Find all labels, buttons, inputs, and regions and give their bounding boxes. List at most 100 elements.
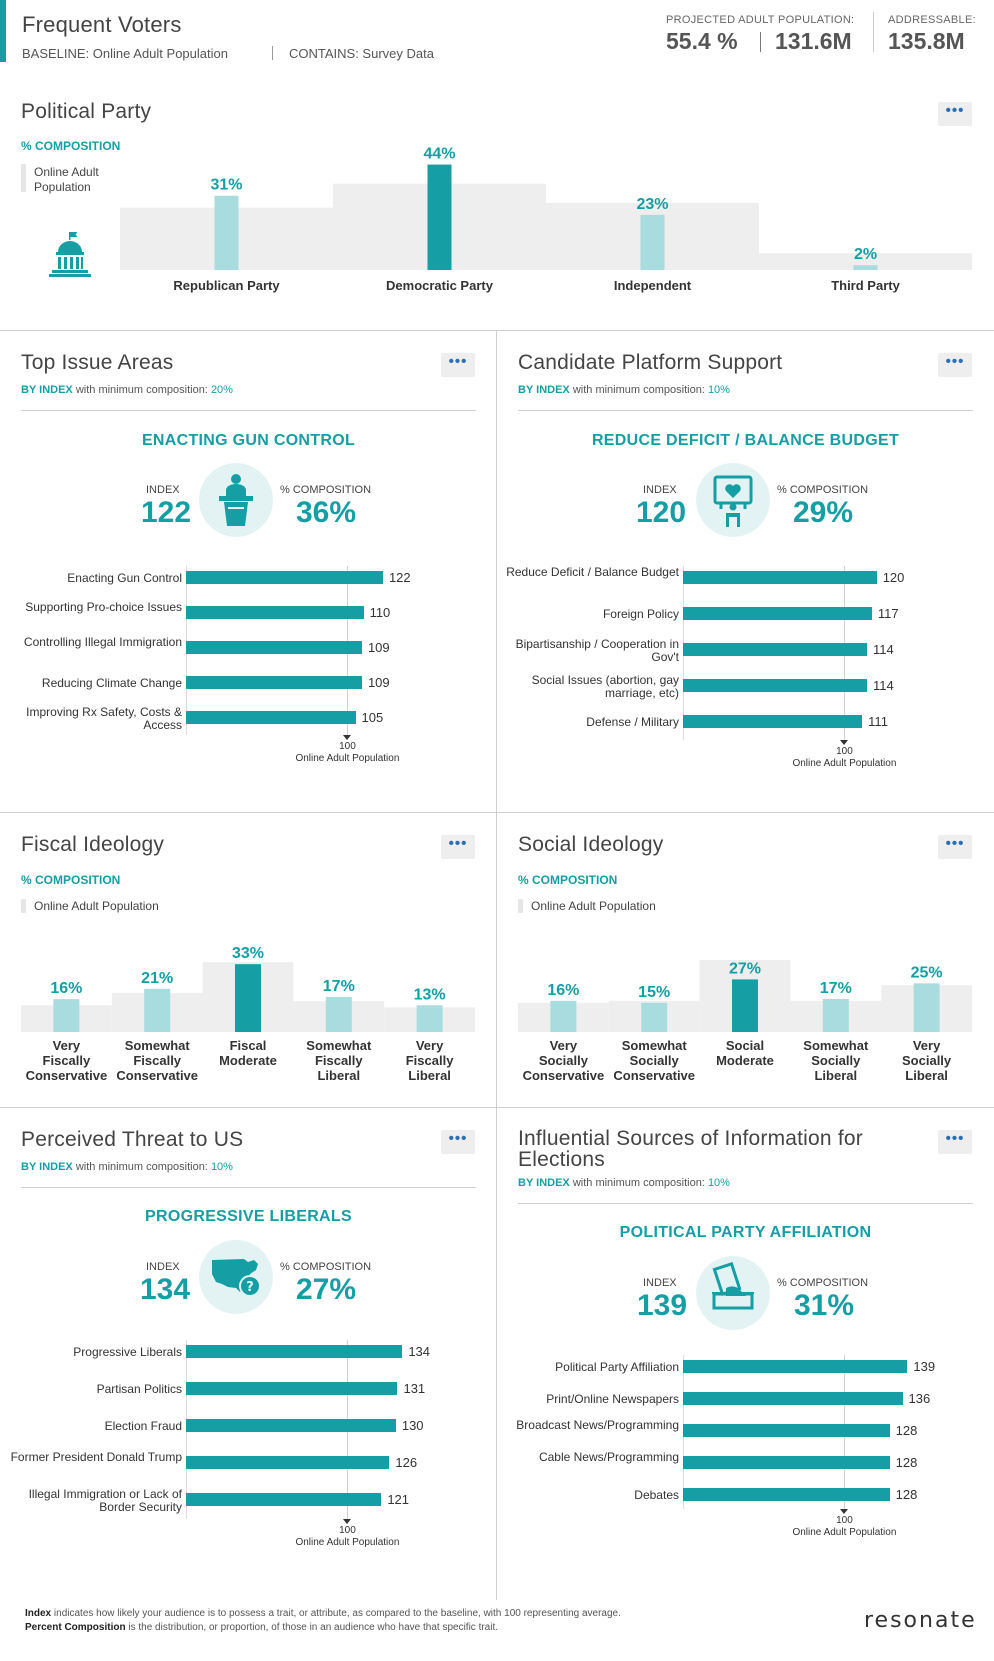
bar-value-label: 44%	[423, 146, 455, 163]
political-party-title: Political Party	[21, 100, 152, 123]
bar-category-label: Improving Rx Safety, Costs & Access	[26, 705, 182, 732]
bar-category-label: Former President Donald Trump	[10, 1450, 182, 1464]
index-bar[interactable]	[683, 643, 868, 656]
index-bar[interactable]	[186, 1419, 396, 1432]
section-divider	[0, 1107, 994, 1108]
composition-bar[interactable]	[325, 997, 352, 1032]
reference-value: 100	[339, 1525, 356, 1536]
category-label: Socially	[811, 1053, 861, 1068]
bar-category-label: Defense / Military	[586, 715, 679, 729]
social-ideology-chart: 16%VerySociallyConservative15%SomewhatSo…	[518, 959, 972, 1083]
social-ideology-more-button[interactable]: •••	[938, 835, 972, 859]
index-bar[interactable]	[683, 715, 863, 728]
composition-bar[interactable]	[144, 988, 171, 1032]
bar-category-label: Debates	[634, 1488, 679, 1502]
addressable-count: 135.8M	[888, 28, 965, 54]
perceived-threat-more-button[interactable]: •••	[441, 1130, 475, 1154]
composition-bar[interactable]	[822, 998, 849, 1032]
composition-term: Percent Composition	[25, 1622, 126, 1633]
candidate-platform-title: Candidate Platform Support	[518, 351, 783, 374]
index-bar[interactable]	[683, 571, 877, 584]
bar-category-label: Partisan Politics	[96, 1382, 182, 1396]
composition-bar[interactable]	[214, 195, 239, 270]
composition-bar[interactable]	[427, 164, 452, 270]
category-label: Liberal	[408, 1068, 451, 1083]
bar-value-label: 13%	[414, 986, 446, 1003]
index-bar[interactable]	[683, 1456, 890, 1469]
reference-label: Online Adult Population	[295, 1537, 400, 1548]
min-composition-value: 10%	[707, 1177, 730, 1189]
category-label: Socially	[902, 1053, 952, 1068]
bar-value-label: 2%	[854, 246, 877, 263]
category-label: Moderate	[716, 1053, 774, 1068]
bar-value-label: 17%	[820, 980, 852, 997]
index-bar[interactable]	[186, 1493, 382, 1506]
composition-bar[interactable]	[913, 983, 940, 1032]
index-bar[interactable]	[683, 1424, 890, 1437]
candidate-platform-index-value: 120	[636, 496, 687, 529]
bar-index-value: 114	[873, 678, 894, 693]
composition-bar[interactable]	[641, 1002, 668, 1032]
composition-bar[interactable]	[853, 265, 878, 270]
min-composition-value: 10%	[210, 1161, 233, 1173]
top-issues-index-value: 122	[141, 496, 192, 529]
category-label: Somewhat	[803, 1038, 869, 1053]
perceived-threat-comp-label: % COMPOSITION	[280, 1261, 372, 1273]
bar-value-label: 25%	[911, 964, 943, 981]
composition-bar[interactable]	[416, 1005, 443, 1032]
index-bar[interactable]	[186, 676, 362, 689]
candidate-platform-chart: Reduce Deficit / Balance Budget 120 Foreig…	[497, 566, 993, 780]
projected-label: PROJECTED ADULT POPULATION:	[666, 14, 855, 26]
top-issues-comp-value: 36%	[296, 496, 357, 529]
index-bar[interactable]	[683, 679, 868, 692]
composition-bar[interactable]	[550, 1000, 577, 1032]
category-label: Somewhat	[306, 1038, 372, 1053]
composition-bar[interactable]	[53, 999, 80, 1032]
index-bar[interactable]	[186, 1345, 403, 1358]
top-issues-more-button[interactable]: •••	[441, 353, 475, 377]
perceived-threat-index-label: INDEX	[146, 1261, 180, 1273]
candidate-platform-icon-circle	[696, 463, 770, 537]
candidate-platform-criteria: BY INDEX with minimum composition: 10%	[518, 384, 730, 396]
candidate-platform-index-label: INDEX	[643, 484, 677, 496]
fiscal-ideology-chart: 16%VeryFiscallyConservative21%SomewhatFi…	[21, 945, 475, 1083]
political-party-more-button[interactable]: •••	[938, 102, 972, 126]
reference-marker-icon	[840, 1509, 849, 1514]
section-divider	[0, 812, 994, 813]
candidate-platform-hero-title: REDUCE DEFICIT / BALANCE BUDGET	[591, 432, 900, 449]
index-bar[interactable]	[683, 1488, 890, 1501]
header-accent-bar	[0, 0, 6, 62]
contains-text: CONTAINS: Survey Data	[289, 46, 434, 61]
bar-value-label: 31%	[210, 177, 242, 194]
projected-count: 131.6M	[775, 28, 852, 54]
index-bar[interactable]	[186, 571, 383, 584]
reference-label: Online Adult Population	[792, 1527, 897, 1538]
bar-index-value: 128	[895, 1423, 918, 1438]
category-label: Liberal	[317, 1068, 360, 1083]
category-label: Republican Party	[173, 278, 280, 293]
projected-divider	[760, 32, 761, 52]
category-label: Liberal	[905, 1068, 948, 1083]
composition-bar[interactable]	[235, 964, 261, 1032]
index-bar[interactable]	[186, 641, 362, 654]
candidate-platform-more-button[interactable]: •••	[938, 353, 972, 377]
baseline-text: BASELINE: Online Adult Population	[22, 46, 228, 61]
composition-bar[interactable]	[640, 214, 665, 270]
composition-definition: is the distribution, or proportion, of t…	[128, 1622, 499, 1633]
section-divider	[0, 330, 994, 331]
index-bar[interactable]	[683, 1360, 908, 1373]
index-bar[interactable]	[683, 1392, 903, 1405]
bar-value-label: 33%	[232, 945, 264, 962]
influential-sources-more-button[interactable]: •••	[938, 1130, 972, 1154]
index-bar[interactable]	[186, 606, 364, 619]
fiscal-ideology-more-button[interactable]: •••	[441, 835, 475, 859]
index-bar[interactable]	[186, 711, 356, 724]
podium-icon	[219, 474, 253, 526]
index-bar[interactable]	[683, 607, 872, 620]
category-label: Independent	[614, 278, 692, 293]
category-label: Conservative	[523, 1068, 605, 1083]
index-bar[interactable]	[186, 1382, 398, 1395]
composition-bar[interactable]	[732, 979, 758, 1032]
category-label: Liberal	[814, 1068, 857, 1083]
index-bar[interactable]	[186, 1456, 390, 1469]
